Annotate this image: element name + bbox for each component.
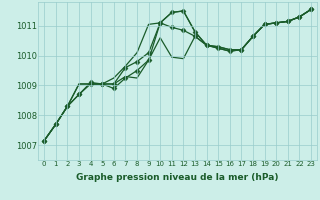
X-axis label: Graphe pression niveau de la mer (hPa): Graphe pression niveau de la mer (hPa) [76,173,279,182]
